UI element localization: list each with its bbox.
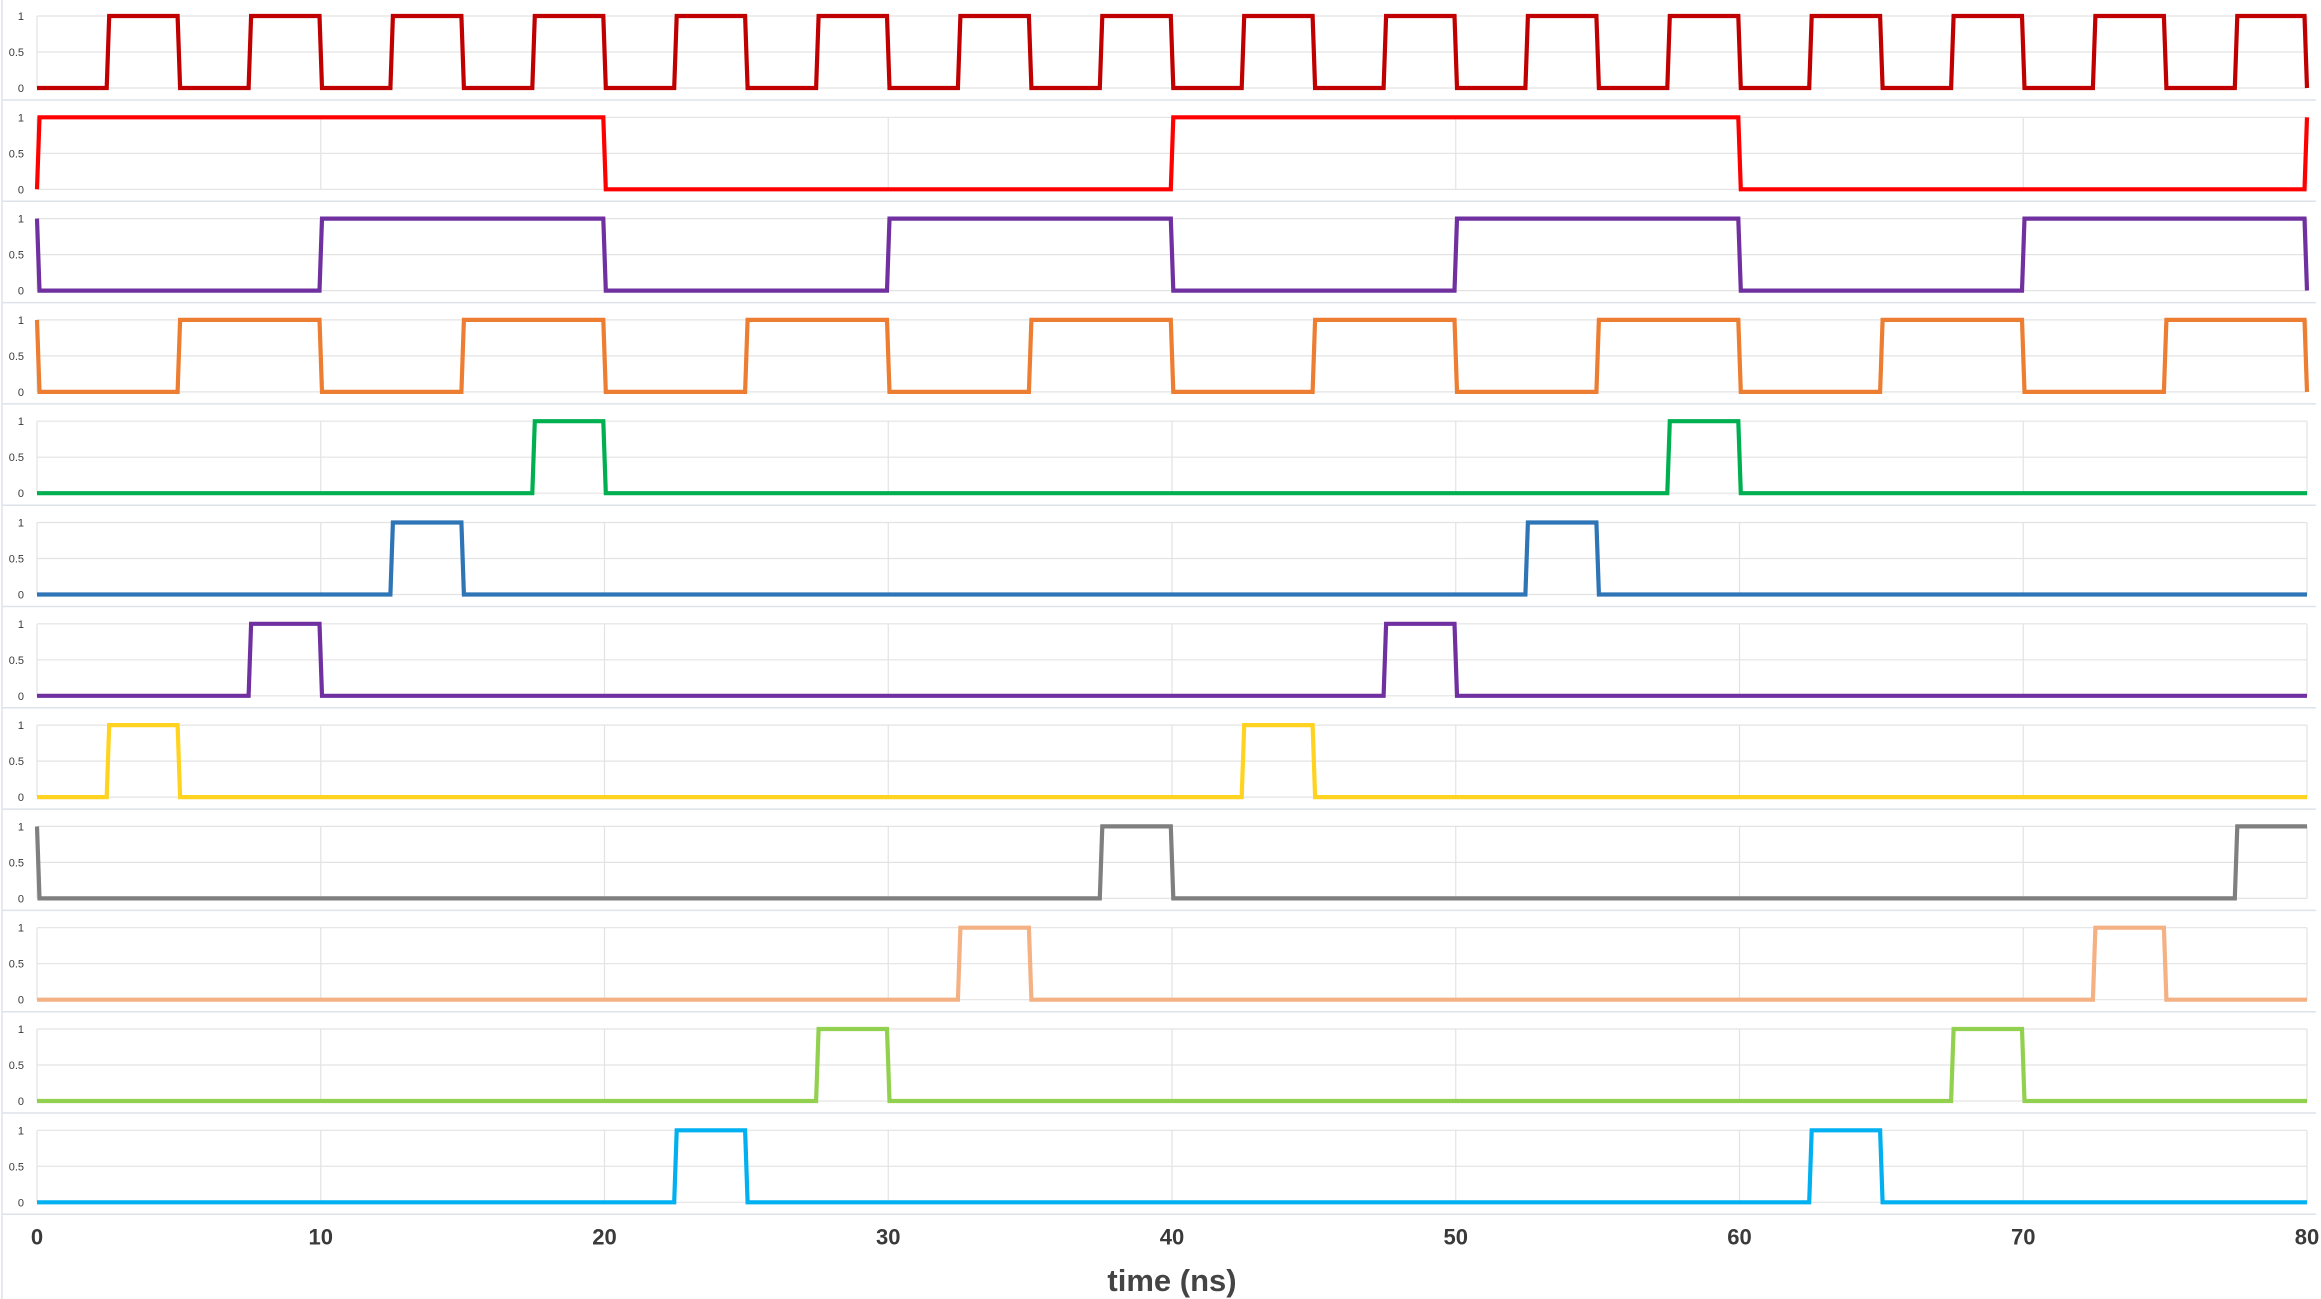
- y-tick-label: 1: [18, 1125, 24, 1137]
- y-tick-label: 0: [18, 184, 24, 196]
- signal-waveform-7: [37, 621, 2307, 698]
- y-tick-label: 1: [18, 821, 24, 833]
- y-tick-label: 0: [18, 1096, 24, 1108]
- signal-panel-3: 00.51: [2, 214, 2316, 304]
- signal-waveform-12: [37, 1128, 2307, 1205]
- signal-panel-7: 00.51: [2, 619, 2316, 709]
- y-tick-label: 0.5: [9, 1060, 24, 1072]
- signal-panel-10: 00.51: [2, 923, 2316, 1013]
- y-tick-label: 1: [18, 1024, 24, 1036]
- signal-waveform-6: [37, 520, 2307, 597]
- signal-waveform-2: [34, 115, 2310, 192]
- signal-waveform-3: [34, 216, 2310, 293]
- signal-panel-4: 00.51: [2, 315, 2316, 405]
- y-tick-label: 0: [18, 83, 24, 95]
- y-tick-label: 0.5: [9, 47, 24, 59]
- y-tick-label: 1: [18, 720, 24, 732]
- y-tick-label: 0.5: [9, 1161, 24, 1173]
- signal-panel-6: 00.51: [2, 518, 2316, 608]
- y-tick-label: 1: [18, 112, 24, 124]
- x-tick-label: 70: [2011, 1224, 2035, 1249]
- signal-waveform-1: [37, 13, 2310, 91]
- x-axis-label: time (ns): [1107, 1263, 1236, 1298]
- y-tick-label: 1: [18, 11, 24, 23]
- y-tick-label: 0.5: [9, 452, 24, 464]
- y-tick-label: 0: [18, 995, 24, 1007]
- x-tick-label: 20: [592, 1224, 616, 1249]
- signal-waveform-11: [37, 1026, 2307, 1104]
- y-tick-label: 0: [18, 1197, 24, 1209]
- y-tick-label: 0.5: [9, 554, 24, 566]
- y-tick-label: 0: [18, 488, 24, 500]
- y-tick-label: 0: [18, 387, 24, 399]
- signal-waveform-9: [34, 824, 2307, 901]
- signal-waveform-5: [37, 419, 2307, 496]
- y-tick-label: 0: [18, 590, 24, 602]
- y-tick-label: 1: [18, 416, 24, 428]
- y-tick-label: 0: [18, 893, 24, 905]
- y-tick-label: 1: [18, 214, 24, 226]
- signal-panel-1: 00.51: [2, 11, 2316, 101]
- y-tick-label: 0.5: [9, 250, 24, 262]
- signal-panel-12: 00.51: [2, 1125, 2316, 1216]
- y-tick-label: 0: [18, 286, 24, 298]
- x-tick-label: 0: [31, 1224, 43, 1249]
- x-tick-label: 60: [1727, 1224, 1751, 1249]
- signal-panel-5: 00.51: [2, 416, 2316, 506]
- signal-panel-2: 00.51: [2, 112, 2316, 203]
- x-tick-label: 30: [876, 1224, 900, 1249]
- y-tick-label: 0.5: [9, 655, 24, 667]
- y-tick-label: 1: [18, 619, 24, 631]
- signal-panel-9: 00.51: [2, 821, 2316, 912]
- x-tick-label: 50: [1444, 1224, 1468, 1249]
- signal-panel-8: 00.51: [2, 720, 2316, 810]
- y-tick-label: 0.5: [9, 148, 24, 160]
- y-tick-label: 0: [18, 792, 24, 804]
- signal-waveform-10: [37, 925, 2307, 1002]
- y-tick-label: 0.5: [9, 857, 24, 869]
- y-tick-label: 0.5: [9, 959, 24, 971]
- signal-panel-11: 00.51: [2, 1024, 2316, 1114]
- signal-waveform-4: [34, 317, 2310, 394]
- signal-waveform-8: [37, 723, 2307, 800]
- y-tick-label: 1: [18, 315, 24, 327]
- x-tick-label: 80: [2295, 1224, 2319, 1249]
- x-tick-label: 10: [309, 1224, 333, 1249]
- y-tick-label: 1: [18, 518, 24, 530]
- y-tick-label: 0.5: [9, 351, 24, 363]
- x-tick-label: 40: [1160, 1224, 1184, 1249]
- y-tick-label: 1: [18, 923, 24, 935]
- y-tick-label: 0.5: [9, 756, 24, 768]
- signal-panels: 00.5100.5100.5100.5100.5100.5100.5100.51…: [2, 11, 2316, 1216]
- y-tick-label: 0: [18, 691, 24, 703]
